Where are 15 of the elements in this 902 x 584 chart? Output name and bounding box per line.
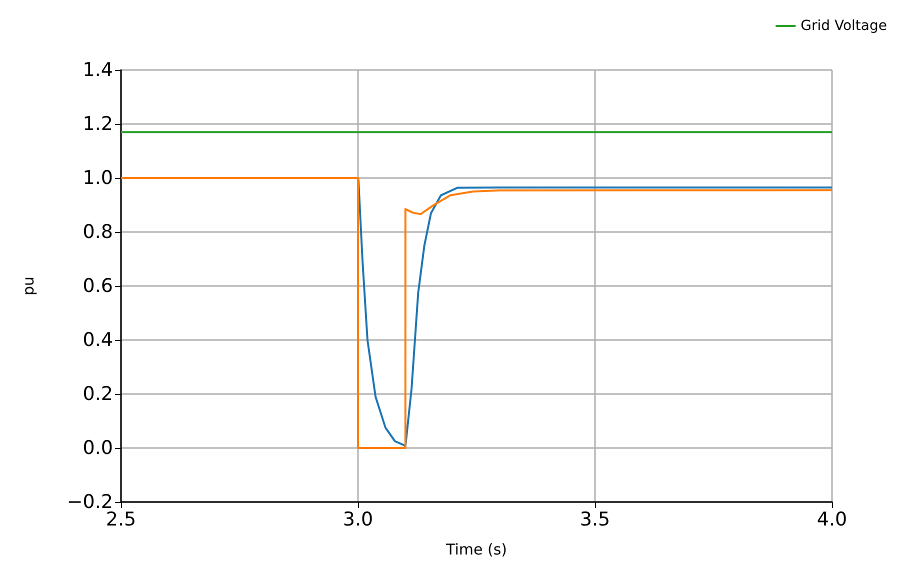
y-tick-label: 1.2 [82, 113, 113, 135]
y-tick-label: 0.8 [82, 221, 113, 243]
x-tick-label: 3.5 [580, 508, 610, 530]
y-tick-label: 1.4 [82, 59, 113, 81]
x-tick-label: 4.0 [816, 508, 848, 530]
x-axis-title: Time (s) [445, 540, 507, 558]
y-axis-title: pu [20, 276, 38, 296]
x-tick-label: 2.5 [106, 508, 136, 530]
y-tick-label: 0.6 [82, 275, 113, 297]
y-tick-label: 0.2 [82, 383, 113, 405]
legend-label: Grid Voltage [800, 18, 888, 34]
y-tick-label: 1.0 [82, 167, 113, 189]
y-tick-label: 0.4 [82, 329, 113, 351]
x-tick-label: 3.0 [342, 508, 374, 530]
y-tick-label: 0.0 [82, 437, 113, 459]
